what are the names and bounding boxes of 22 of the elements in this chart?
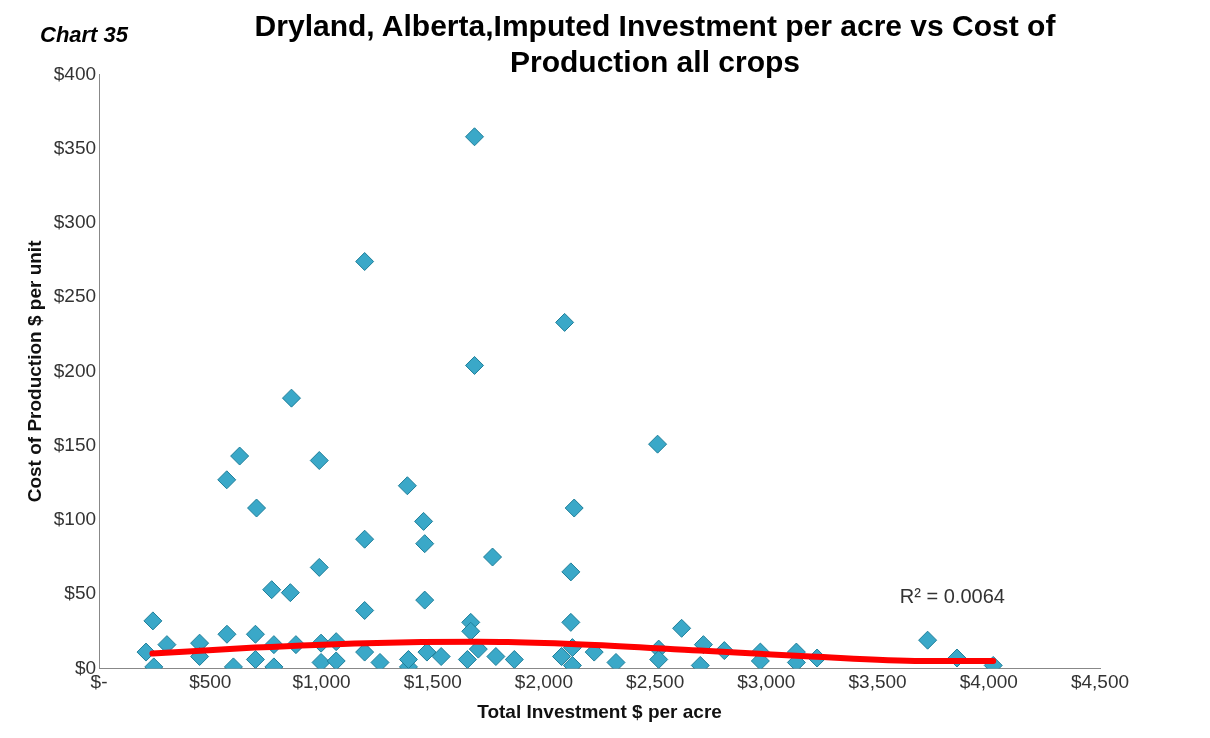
chart-title: Dryland, Alberta,Imputed Investment per acre vs Cost of Production all crops [253, 8, 1057, 80]
y-axis-title: Cost of Production $ per unit [23, 239, 45, 503]
x-tick-label: $1,500 [403, 671, 462, 693]
x-tick-label: $3,500 [848, 671, 907, 693]
x-tick-label: $2,500 [626, 671, 685, 693]
x-axis-title: Total Investment $ per acre [477, 700, 722, 722]
y-tick-label: $200 [53, 359, 97, 381]
x-tick-label: $4,500 [1070, 671, 1130, 693]
y-tick-label: $350 [53, 136, 97, 158]
caption: Chart 35 [40, 22, 129, 48]
x-tick-label: $2,000 [514, 671, 573, 693]
y-tick-label: $300 [53, 211, 97, 233]
y-tick-label: $100 [53, 508, 97, 530]
x-tick-label: $3,000 [737, 671, 796, 693]
y-tick-label: $250 [53, 285, 97, 307]
x-tick-label: $1,000 [292, 671, 351, 693]
annotation: R² = 0.0064 [899, 584, 1005, 607]
x-tick-label: $4,000 [959, 671, 1018, 693]
x-tick-label: $500 [189, 671, 232, 693]
y-tick-label: $400 [53, 62, 97, 84]
y-tick-label: $50 [64, 582, 97, 604]
y-tick-label: $150 [53, 433, 97, 455]
